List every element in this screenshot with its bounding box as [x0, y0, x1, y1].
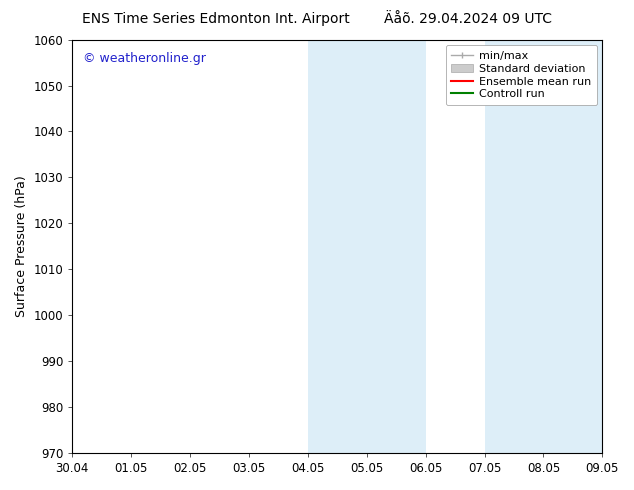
Legend: min/max, Standard deviation, Ensemble mean run, Controll run: min/max, Standard deviation, Ensemble me…	[446, 45, 597, 105]
Y-axis label: Surface Pressure (hPa): Surface Pressure (hPa)	[15, 175, 28, 317]
Text: © weatheronline.gr: © weatheronline.gr	[83, 52, 206, 65]
Bar	[484, 40, 602, 453]
Text: Äåõ. 29.04.2024 09 UTC: Äåõ. 29.04.2024 09 UTC	[384, 12, 552, 26]
Text: ENS Time Series Edmonton Int. Airport: ENS Time Series Edmonton Int. Airport	[82, 12, 350, 26]
Bar	[308, 40, 425, 453]
